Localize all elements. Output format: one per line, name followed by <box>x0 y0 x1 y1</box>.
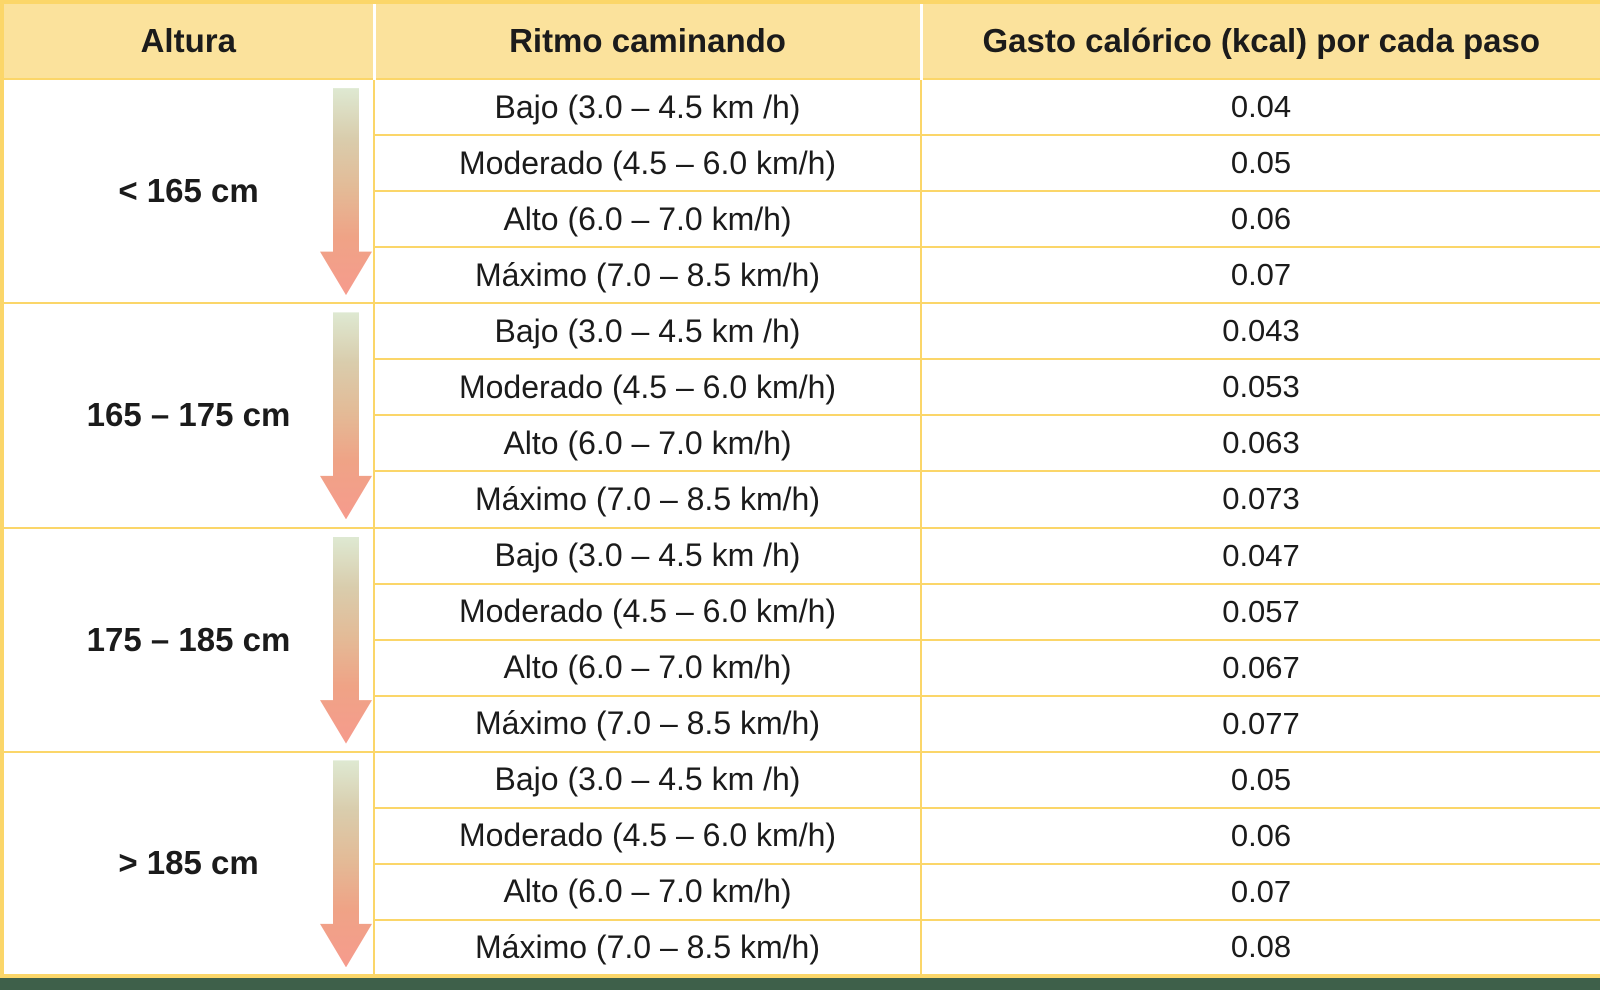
table-row: Alto (6.0 – 7.0 km/h) 0.067 <box>2 638 1600 697</box>
pace-cell: Moderado (4.5 – 6.0 km/h) <box>373 134 922 193</box>
height-group-cell: > 185 cm <box>1 750 375 978</box>
table-row: Moderado (4.5 – 6.0 km/h) 0.06 <box>2 806 1600 865</box>
pace-cell: Máximo (7.0 – 8.5 km/h) <box>373 918 922 978</box>
table-row: Máximo (7.0 – 8.5 km/h) 0.077 <box>2 694 1600 753</box>
pace-cell: Bajo (3.0 – 4.5 km /h) <box>373 302 922 361</box>
table-row: Moderado (4.5 – 6.0 km/h) 0.057 <box>2 582 1600 641</box>
kcal-cell: 0.06 <box>920 806 1600 865</box>
column-header-ritmo: Ritmo caminando <box>372 1 922 80</box>
kcal-cell: 0.073 <box>920 470 1600 529</box>
table-row: 165 – 175 cm Bajo (3.0 – 4.5 km /h) 0.04… <box>1 302 1600 529</box>
table-row: Alto (6.0 – 7.0 km/h) 0.063 <box>2 414 1600 473</box>
kcal-cell: 0.047 <box>920 526 1600 585</box>
kcal-cell: 0.08 <box>920 918 1600 978</box>
table-row: Alto (6.0 – 7.0 km/h) 0.06 <box>2 190 1600 249</box>
height-label: < 165 cm <box>118 172 259 210</box>
pace-cell: Bajo (3.0 – 4.5 km /h) <box>373 750 922 809</box>
pace-cell: Alto (6.0 – 7.0 km/h) <box>373 190 922 249</box>
table-row: Moderado (4.5 – 6.0 km/h) 0.053 <box>2 358 1600 417</box>
pace-cell: Alto (6.0 – 7.0 km/h) <box>373 414 922 473</box>
pace-cell: Moderado (4.5 – 6.0 km/h) <box>373 358 922 417</box>
kcal-cell: 0.06 <box>920 190 1600 249</box>
pace-cell: Alto (6.0 – 7.0 km/h) <box>373 638 922 697</box>
table-row: Máximo (7.0 – 8.5 km/h) 0.07 <box>2 246 1600 305</box>
kcal-cell: 0.05 <box>920 750 1600 809</box>
height-group-inner: 165 – 175 cm <box>4 305 373 525</box>
height-group-inner: > 185 cm <box>4 753 373 973</box>
height-group-cell: 175 – 185 cm <box>1 526 375 753</box>
table-row: < 165 cm Bajo (3.0 – 4.5 km /h) 0.04 <box>1 77 1600 305</box>
table-header-row: Altura Ritmo caminando Gasto calórico (k… <box>1 1 1600 80</box>
pace-cell: Máximo (7.0 – 8.5 km/h) <box>373 470 922 529</box>
kcal-cell: 0.057 <box>920 582 1600 641</box>
height-group-cell: < 165 cm <box>1 77 375 305</box>
pace-cell: Moderado (4.5 – 6.0 km/h) <box>373 582 922 641</box>
down-arrow-icon <box>320 536 372 744</box>
kcal-cell: 0.063 <box>920 414 1600 473</box>
height-group-inner: < 165 cm <box>4 81 373 301</box>
height-label: 175 – 185 cm <box>86 620 291 658</box>
table-row: Máximo (7.0 – 8.5 km/h) 0.073 <box>2 470 1600 529</box>
table-row: Moderado (4.5 – 6.0 km/h) 0.05 <box>2 134 1600 193</box>
pace-cell: Alto (6.0 – 7.0 km/h) <box>373 862 922 921</box>
table-row: Máximo (7.0 – 8.5 km/h) 0.08 <box>2 918 1600 978</box>
kcal-cell: 0.05 <box>920 134 1600 193</box>
height-label: > 185 cm <box>118 844 259 882</box>
bottom-green-bar <box>0 978 1600 990</box>
column-header-altura: Altura <box>1 1 375 80</box>
kcal-cell: 0.077 <box>920 694 1600 753</box>
pace-cell: Bajo (3.0 – 4.5 km /h) <box>373 77 922 137</box>
down-arrow-icon <box>320 760 372 968</box>
pace-cell: Máximo (7.0 – 8.5 km/h) <box>373 246 922 305</box>
table-row: Alto (6.0 – 7.0 km/h) 0.07 <box>2 862 1600 921</box>
pace-cell: Máximo (7.0 – 8.5 km/h) <box>373 694 922 753</box>
height-group-inner: 175 – 185 cm <box>4 530 373 750</box>
pace-cell: Moderado (4.5 – 6.0 km/h) <box>373 806 922 865</box>
pace-cell: Bajo (3.0 – 4.5 km /h) <box>373 526 922 585</box>
kcal-cell: 0.07 <box>920 862 1600 921</box>
height-label: 165 – 175 cm <box>86 396 291 434</box>
kcal-cell: 0.053 <box>920 358 1600 417</box>
column-header-gasto: Gasto calórico (kcal) por cada paso <box>919 1 1600 80</box>
down-arrow-icon <box>320 312 372 520</box>
table-row: 175 – 185 cm Bajo (3.0 – 4.5 km /h) 0.04… <box>1 526 1600 753</box>
kcal-cell: 0.067 <box>920 638 1600 697</box>
kcal-cell: 0.04 <box>920 77 1600 137</box>
down-arrow-icon <box>320 88 372 296</box>
height-group-cell: 165 – 175 cm <box>1 302 375 529</box>
kcal-cell: 0.043 <box>920 302 1600 361</box>
kcal-cell: 0.07 <box>920 246 1600 305</box>
table-row: > 185 cm Bajo (3.0 – 4.5 km /h) 0.05 <box>1 750 1600 978</box>
